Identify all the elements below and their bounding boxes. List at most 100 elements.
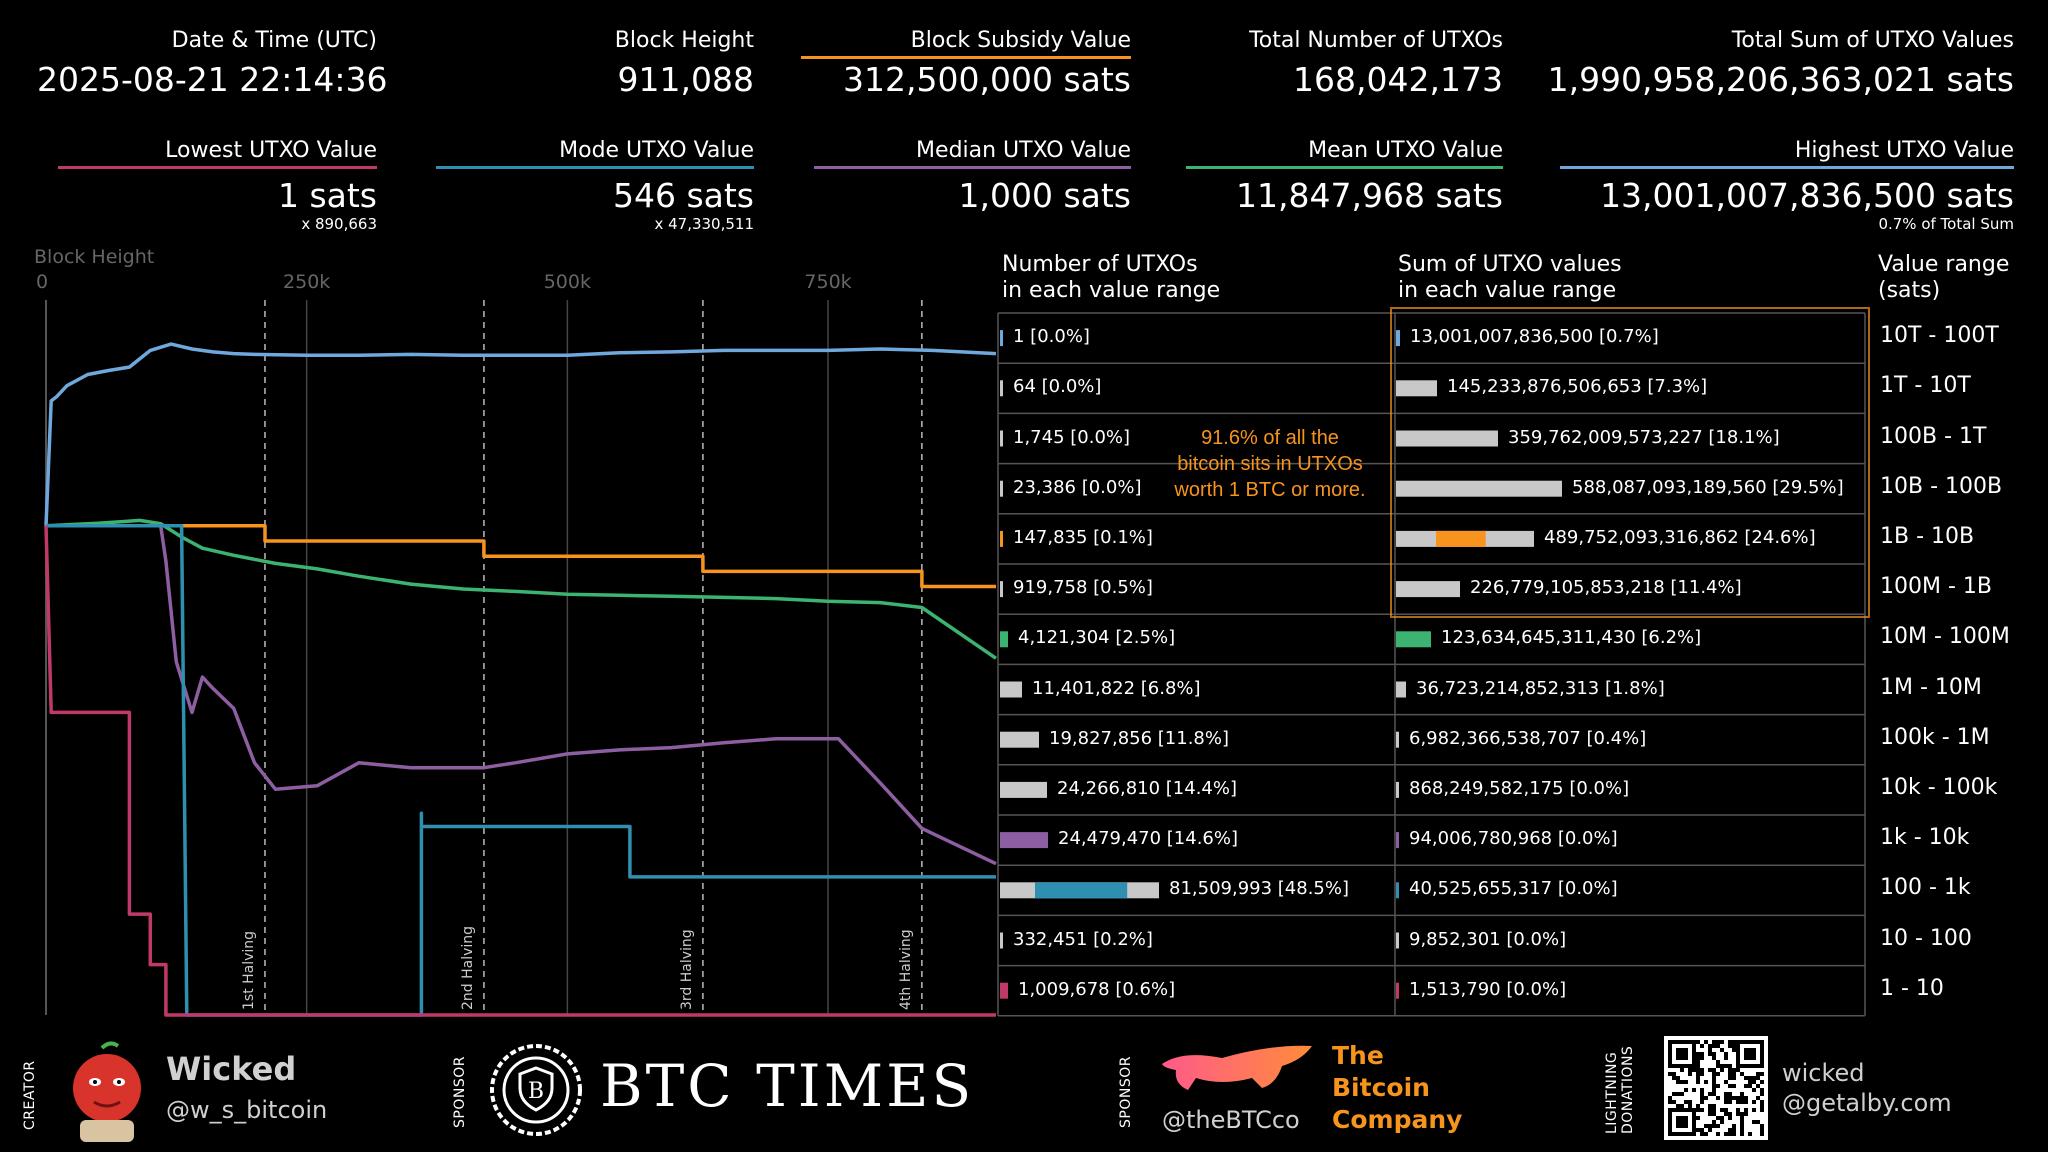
qr-module [1708,1104,1712,1108]
sum-label: 94,006,780,968 [0.0%] [1409,828,1618,850]
qr-module [1692,1068,1696,1072]
stat-underline [436,166,754,169]
qr-module [1732,1040,1736,1044]
count-bar [1000,731,1039,748]
table-grid [997,307,1870,1017]
sum-label: 1,513,790 [0.0%] [1409,978,1567,1000]
qr-module [1740,1100,1744,1104]
qr-module [1752,1088,1756,1092]
qr-module [1740,1112,1744,1116]
count-bar [1000,530,1003,547]
qr-module [1684,1100,1688,1104]
qr-module [1744,1096,1748,1100]
qr-module [1724,1108,1728,1112]
stat-value: 911,088 [617,60,754,99]
sum-label: 9,852,301 [0.0%] [1409,928,1567,950]
qr-module [1676,1104,1680,1108]
sum-bar [1396,681,1406,698]
qr-module [1720,1064,1724,1068]
qr-module [1704,1096,1708,1100]
halving-label: 2nd Halving [460,926,476,1010]
qr-module [1760,1108,1764,1112]
count-label: 23,386 [0.0%] [1013,476,1142,498]
stat-label-wrap: Total Number of UTXOs [1163,28,1503,54]
qr-module [1740,1092,1744,1096]
range-label: 1k - 10k [1880,825,1970,851]
qr-module [1676,1076,1680,1080]
qr-module [1712,1112,1716,1116]
qr-module [1748,1084,1752,1088]
qr-module [1668,1072,1672,1076]
stat-bottom-1: Mode UTXO Value 546 sats x 47,330,511 [436,138,754,232]
qr-module [1696,1060,1700,1064]
sum-label: 36,723,214,852,313 [1.8%] [1416,677,1665,699]
series-line-mean [45,518,997,660]
qr-module [1700,1128,1704,1132]
qr-module [1732,1048,1736,1052]
qr-module [1732,1068,1736,1072]
qr-module [1756,1120,1760,1124]
sum-bar [1396,932,1399,949]
qr-module [1736,1112,1740,1116]
stat-bottom-0: Lowest UTXO Value 1 sats x 890,663 [58,138,377,232]
qr-module [1700,1096,1704,1100]
qr-module [1716,1124,1720,1128]
qr-module [1744,1108,1748,1112]
qr-module [1696,1128,1700,1132]
qr-module [1672,1092,1676,1096]
qr-module [1740,1116,1744,1120]
qr-module [1692,1088,1696,1092]
qr-module [1688,1100,1692,1104]
qr-module [1732,1124,1736,1128]
qr-module [1740,1132,1744,1136]
bitcoin-company-handle[interactable]: @theBTCco [1162,1106,1300,1134]
halving-label: 4th Halving [898,929,914,1010]
count-bar-mode-segment [1034,882,1128,899]
qr-module [1748,1132,1752,1136]
svg-text:B: B [528,1079,544,1104]
qr-module [1728,1128,1732,1132]
qr-module [1720,1048,1724,1052]
qr-module [1760,1088,1764,1092]
lightning-qr-code-icon[interactable] [1664,1036,1768,1140]
count-label: 1 [0.0%] [1013,326,1090,348]
qr-module [1684,1088,1688,1092]
qr-module [1716,1060,1720,1064]
sum-bar [1396,330,1400,347]
qr-module [1712,1092,1716,1096]
count-bar [1000,781,1047,798]
creator-handle[interactable]: @w_s_bitcoin [166,1096,328,1124]
qr-module [1752,1120,1756,1124]
series-line-highest [44,342,997,526]
range-label: 100B - 1T [1880,423,1987,449]
count-label: 24,479,470 [14.6%] [1058,828,1239,850]
lightning-address[interactable]: wicked @getalby.com [1782,1058,1952,1118]
qr-finder-core [1676,1048,1688,1060]
qr-module [1684,1080,1688,1084]
sponsor-tag-2: SPONSOR [1118,1056,1134,1128]
qr-module [1708,1108,1712,1112]
qr-module [1760,1092,1764,1096]
creator-name: Wicked [166,1050,297,1088]
qr-module [1712,1056,1716,1060]
stat-sub: 0.7% of Total Sum [1878,215,2014,233]
qr-module [1696,1056,1700,1060]
qr-module [1720,1120,1724,1124]
sum-label: 868,249,582,175 [0.0%] [1409,777,1630,799]
footer: CREATOR Wicked @w_s_bitcoin SPONSOR B BT… [0,1030,2048,1152]
lightning-tag-text: LIGHTNING DONATIONS [1604,1045,1636,1134]
stat-label-wrap: Lowest UTXO Value [58,138,377,169]
count-bar [1000,932,1003,949]
series-line-mode [46,524,996,1017]
count-bar [1000,330,1003,347]
qr-module [1728,1068,1732,1072]
qr-module [1696,1108,1700,1112]
qr-module [1696,1072,1700,1076]
sum-label: 123,634,645,311,430 [6.2%] [1441,627,1702,649]
qr-module [1732,1072,1736,1076]
range-label: 1T - 10T [1880,373,1971,399]
stat-value: 312,500,000 sats [843,60,1131,99]
range-header: Value range (sats) [1878,252,2010,303]
range-label: 10M - 100M [1880,624,2010,650]
qr-module [1732,1044,1736,1048]
